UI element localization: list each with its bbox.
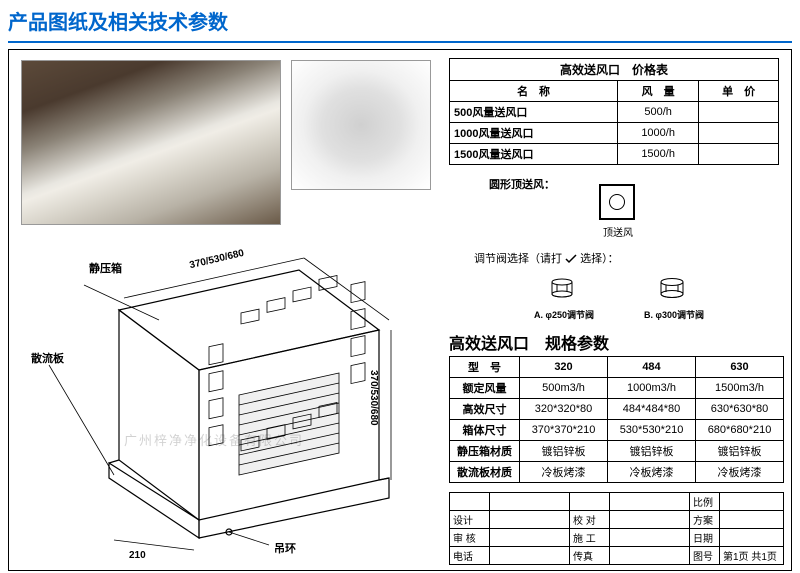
valve-a-icon bbox=[549, 278, 575, 300]
spec-table: 型 号 320 484 630 额定风量500m3/h1000m3/h1500m… bbox=[449, 356, 784, 483]
title-underline bbox=[8, 41, 792, 43]
valve-a-label: A. φ250调节阀 bbox=[534, 308, 594, 321]
circular-supply-label: 圆形顶送风： bbox=[489, 176, 555, 192]
drawing-frame: 高效送风口 价格表 名 称 风 量 单 价 500风量送风口 500/h 100… bbox=[8, 49, 792, 571]
pt-h-name: 名 称 bbox=[450, 81, 618, 102]
footer-table: 比例 设计校 对方案 审 核施 工日期 电话传真图号第1页 共1页 bbox=[449, 492, 784, 565]
valve-selection-label: 调节阀选择（请打 选择）： bbox=[474, 250, 619, 266]
table-row: 1500风量送风口 1500/h bbox=[450, 144, 779, 165]
product-photo-2 bbox=[291, 60, 431, 190]
watermark: 广州梓净净化设备有限公司 bbox=[124, 430, 304, 449]
page-title: 产品图纸及相关技术参数 bbox=[8, 6, 792, 35]
price-table-title: 高效送风口 价格表 bbox=[450, 59, 779, 81]
price-table: 高效送风口 价格表 名 称 风 量 单 价 500风量送风口 500/h 100… bbox=[449, 58, 779, 165]
table-row: 1000风量送风口 1000/h bbox=[450, 123, 779, 144]
valve-b-label: B. φ300调节阀 bbox=[644, 308, 704, 321]
pt-h-flow: 风 量 bbox=[618, 81, 699, 102]
dim-bottom: 210 bbox=[129, 550, 146, 561]
table-row: 额定风量500m3/h1000m3/h1500m3/h bbox=[450, 378, 784, 399]
table-row: 静压箱材质镀铝锌板镀铝锌板镀铝锌板 bbox=[450, 441, 784, 462]
dim-right: 370/530/680 bbox=[368, 370, 379, 426]
table-row: 500风量送风口 500/h bbox=[450, 102, 779, 123]
top-supply-circle-icon bbox=[609, 194, 625, 210]
valve-b-icon bbox=[659, 278, 685, 300]
callout-diffuser: 散流板 bbox=[31, 350, 64, 366]
table-row: 散流板材质冷板烤漆冷板烤漆冷板烤漆 bbox=[450, 462, 784, 483]
product-photo-1 bbox=[21, 60, 281, 225]
callout-ring: 吊环 bbox=[274, 540, 296, 556]
spec-heading: 高效送风口 规格参数 bbox=[449, 330, 609, 354]
table-row: 箱体尺寸370*370*210530*530*210680*680*210 bbox=[450, 420, 784, 441]
top-supply-box-label: 顶送风 bbox=[603, 224, 633, 239]
table-row: 高效尺寸320*320*80484*484*80630*630*80 bbox=[450, 399, 784, 420]
pt-h-price: 单 价 bbox=[699, 81, 779, 102]
callout-plenum: 静压箱 bbox=[89, 260, 122, 276]
